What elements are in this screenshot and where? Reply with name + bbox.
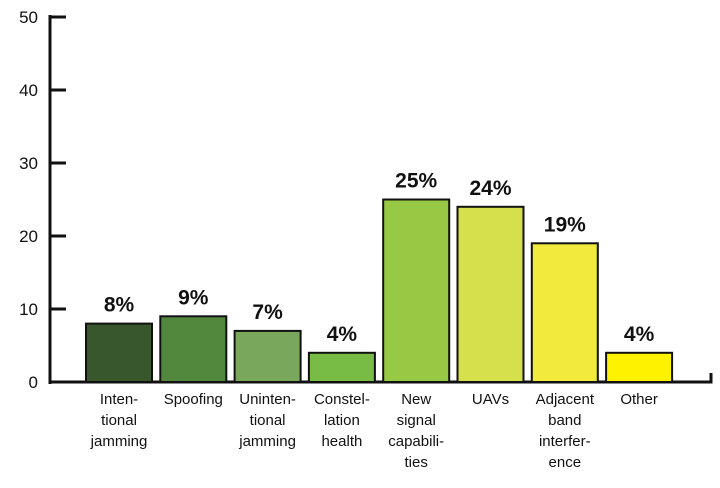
data-label: 7% — [252, 301, 283, 324]
y-tick-label: 10 — [19, 300, 38, 319]
y-tick-label: 40 — [19, 81, 38, 100]
x-tick-label: tional — [250, 412, 286, 429]
bar — [233, 329, 302, 383]
bar — [307, 351, 376, 383]
data-label: 19% — [544, 213, 586, 236]
x-tick-label: UAVs — [472, 391, 509, 408]
bar — [159, 315, 228, 383]
y-tick-label: 20 — [19, 227, 38, 246]
bar — [85, 322, 153, 384]
x-tick-label: health — [321, 433, 362, 450]
x-tick-label: Inten- — [100, 391, 138, 408]
x-tick-label: Constel- — [314, 391, 370, 408]
x-tick-label: ties — [405, 454, 428, 471]
x-tick-label: tional — [101, 412, 137, 429]
bar — [530, 242, 599, 383]
x-tick-label: Spoofing — [164, 391, 223, 408]
y-tick-label: 50 — [19, 8, 38, 27]
x-tick-label: band — [548, 412, 581, 429]
bar — [456, 205, 525, 383]
data-label: 8% — [104, 294, 135, 317]
x-tick-label: ence — [549, 454, 582, 471]
x-tick-label: jamming — [90, 433, 148, 450]
x-tick-label: lation — [324, 412, 360, 429]
x-tick-label: Adjacent — [536, 391, 595, 408]
x-tick-label: interfer- — [539, 433, 591, 450]
x-tick-label: Uninten- — [239, 391, 296, 408]
data-label: 4% — [624, 323, 655, 346]
data-label: 9% — [178, 286, 209, 309]
data-label: 4% — [327, 323, 358, 346]
x-tick-label: signal — [397, 412, 436, 429]
bar — [382, 198, 451, 383]
y-tick-label: 0 — [29, 373, 38, 392]
x-tick-label: New — [401, 391, 431, 408]
x-tick-label: Other — [620, 391, 658, 408]
y-tick-label: 30 — [19, 154, 38, 173]
x-tick-label: jamming — [238, 433, 296, 450]
x-tick-label: capabili- — [388, 433, 444, 450]
data-label: 24% — [469, 177, 511, 200]
data-label: 25% — [395, 170, 437, 193]
bar — [605, 351, 674, 383]
